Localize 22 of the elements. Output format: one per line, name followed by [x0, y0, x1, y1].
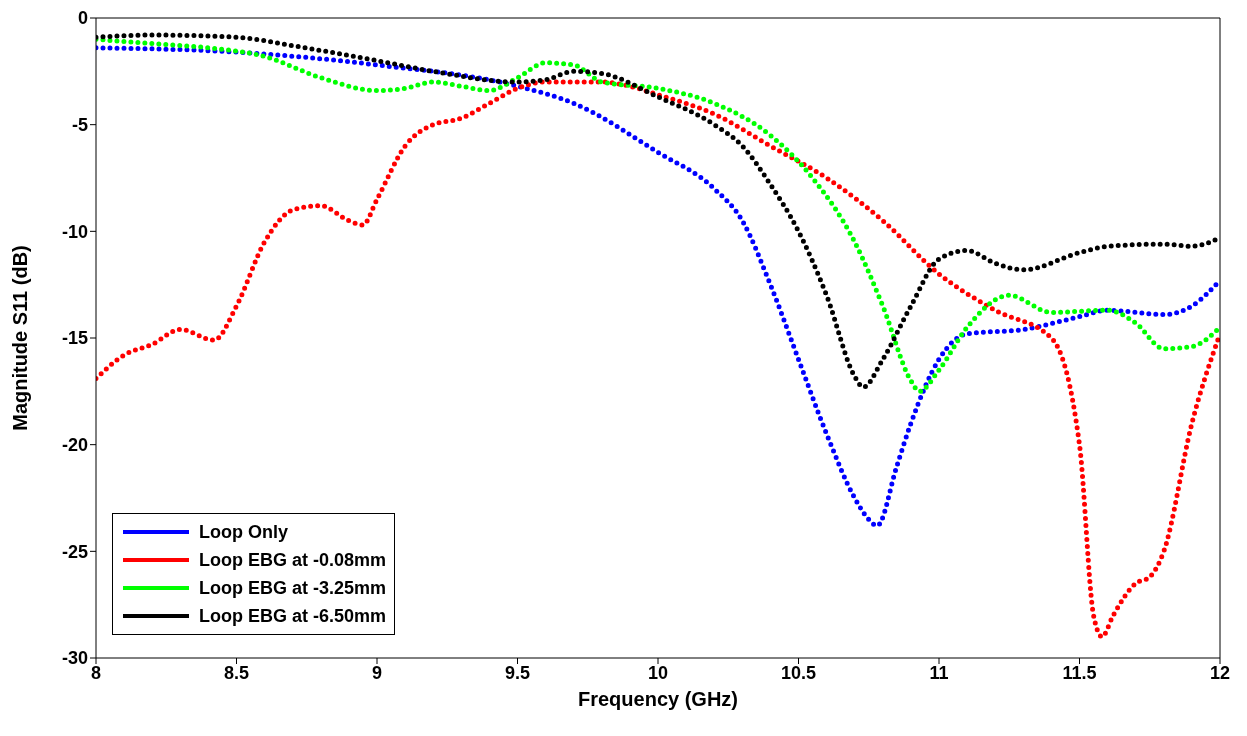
y-tick-label: -10: [61, 221, 88, 242]
x-tick-label: 8: [90, 662, 102, 683]
y-tick-label: 0: [77, 8, 88, 29]
legend-label: Loop EBG at -3.25mm: [199, 577, 387, 599]
x-tick-label: 11.5: [1062, 662, 1097, 683]
x-tick-label: 8.5: [223, 662, 250, 683]
x-tick-label: 11: [929, 662, 949, 683]
legend-label: Loop EBG at -0.08mm: [199, 549, 387, 571]
x-tick-label: 10: [647, 662, 669, 683]
y-tick-label: -20: [61, 435, 88, 456]
y-tick-label: -25: [61, 541, 88, 562]
x-tick-label: 10.5: [780, 662, 817, 683]
x-axis-title: Frequency (GHz): [577, 688, 739, 710]
y-tick-label: -30: [61, 648, 88, 669]
x-tick-label: 9: [371, 662, 383, 683]
x-tick-label: 9.5: [504, 662, 531, 683]
legend-label: Loop EBG at -6.50mm: [199, 605, 387, 627]
y-tick-label: -15: [61, 328, 88, 349]
x-tick-label: 12: [1209, 662, 1231, 683]
y-tick-label: -5: [71, 115, 88, 136]
legend-label: Loop Only: [199, 521, 288, 543]
y-axis-title: Magnitude S11 (dB): [9, 245, 32, 431]
